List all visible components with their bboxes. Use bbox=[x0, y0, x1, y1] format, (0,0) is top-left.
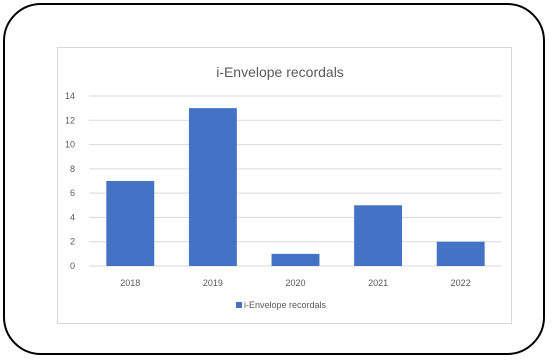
legend-swatch bbox=[236, 302, 242, 308]
legend: i-Envelope recordals bbox=[236, 300, 327, 310]
x-tick-label: 2021 bbox=[368, 278, 388, 288]
x-tick-label: 2020 bbox=[285, 278, 305, 288]
bar-2021 bbox=[354, 205, 403, 266]
y-tick-label: 0 bbox=[70, 261, 75, 271]
bar-2018 bbox=[106, 181, 155, 266]
x-axis-ticks: 2018 2019 2020 2021 2022 bbox=[120, 278, 470, 288]
bar-2020 bbox=[271, 253, 320, 266]
x-tick-label: 2018 bbox=[120, 278, 140, 288]
x-tick-label: 2022 bbox=[451, 278, 471, 288]
bar-2022 bbox=[436, 241, 485, 266]
y-tick-label: 6 bbox=[70, 188, 75, 198]
chart-title: i-Envelope recordals bbox=[216, 64, 344, 80]
y-tick-label: 10 bbox=[65, 140, 75, 150]
legend-label: i-Envelope recordals bbox=[244, 300, 327, 310]
y-tick-label: 12 bbox=[65, 115, 75, 125]
gridlines bbox=[89, 95, 502, 267]
y-tick-label: 8 bbox=[70, 164, 75, 174]
y-tick-label: 4 bbox=[70, 212, 75, 222]
bars bbox=[106, 108, 485, 267]
y-tick-label: 2 bbox=[70, 237, 75, 247]
y-tick-label: 14 bbox=[65, 91, 75, 101]
bar-2019 bbox=[188, 108, 237, 267]
y-axis-ticks: 0 2 4 6 8 10 12 14 bbox=[65, 91, 75, 271]
x-tick-label: 2019 bbox=[203, 278, 223, 288]
